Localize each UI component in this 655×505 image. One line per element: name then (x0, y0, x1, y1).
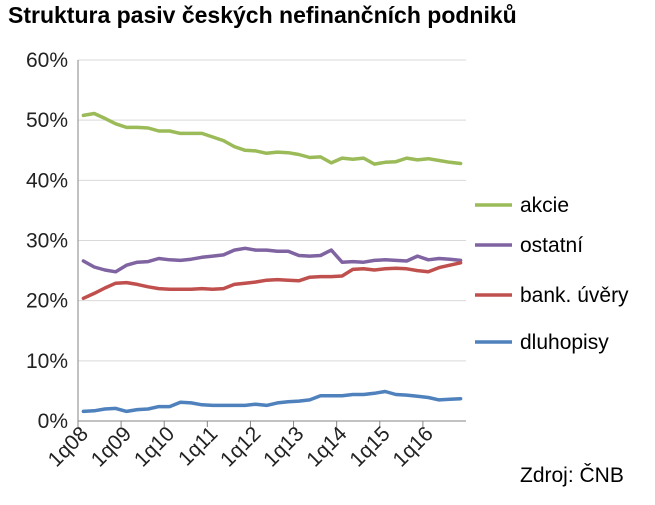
legend-label: dluhopisy (520, 331, 609, 354)
series-line-bank-v-ry (81, 261, 463, 301)
y-tick-label: 10% (26, 350, 68, 373)
y-tick-label: 40% (26, 169, 68, 192)
x-tick-label: 1q09 (87, 422, 136, 471)
grid-lines (78, 59, 466, 362)
y-tick-label: 60% (26, 49, 68, 72)
legend-label: bank. úvěry (520, 284, 629, 307)
x-tick-label: 1q13 (259, 422, 308, 471)
x-tick-label: 1q16 (389, 422, 438, 471)
y-tick-label: 20% (26, 290, 68, 313)
series-line-akcie (81, 111, 463, 166)
series-lines (81, 111, 463, 414)
y-tick-label: 50% (26, 109, 68, 132)
legend: akcie ostatní bank. úvěry dluhopisy (475, 194, 629, 354)
series-line-dluhopisy (81, 389, 463, 414)
x-tick-label: 1q12 (216, 422, 265, 471)
x-tick-label: 1q14 (302, 422, 352, 472)
y-tick-label: 0% (38, 410, 68, 433)
axes (77, 60, 466, 427)
y-tick-label: 30% (26, 230, 68, 253)
x-tick-label: 1q15 (345, 422, 394, 471)
series-line-ostatn- (81, 246, 463, 274)
source-note: Zdroj: ČNB (520, 464, 624, 487)
legend-label: ostatní (520, 234, 583, 257)
legend-label: akcie (520, 194, 569, 217)
x-tick-label: 1q11 (174, 422, 222, 470)
chart-title: Struktura pasiv českých nefinančních pod… (8, 2, 517, 28)
y-tick-labels: 0% 10% 20% 30% 40% 50% 60% (26, 49, 68, 433)
x-tick-label: 1q10 (130, 422, 179, 471)
